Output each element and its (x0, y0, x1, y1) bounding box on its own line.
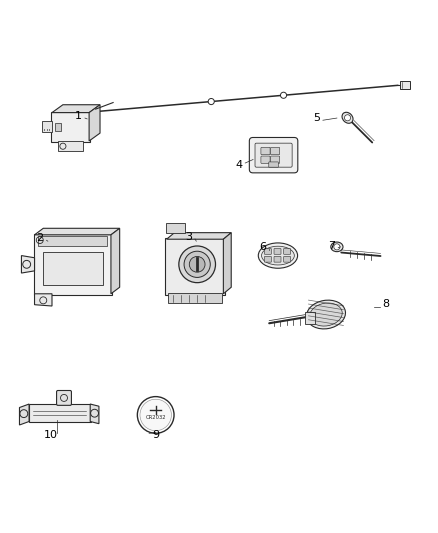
FancyBboxPatch shape (166, 223, 184, 233)
Text: 2: 2 (36, 233, 43, 243)
Circle shape (189, 256, 205, 272)
FancyBboxPatch shape (284, 248, 290, 254)
Polygon shape (35, 294, 52, 306)
Polygon shape (111, 228, 120, 294)
Text: 1: 1 (75, 111, 82, 121)
Circle shape (344, 115, 350, 121)
Polygon shape (89, 105, 100, 141)
Ellipse shape (342, 112, 353, 123)
FancyBboxPatch shape (255, 143, 292, 167)
FancyBboxPatch shape (168, 293, 222, 303)
FancyBboxPatch shape (271, 147, 280, 155)
FancyBboxPatch shape (265, 256, 272, 262)
FancyBboxPatch shape (58, 141, 83, 151)
Ellipse shape (261, 246, 294, 265)
Text: 9: 9 (152, 431, 159, 440)
FancyBboxPatch shape (261, 147, 270, 155)
FancyBboxPatch shape (28, 403, 91, 422)
Polygon shape (52, 105, 100, 112)
Text: CR2032: CR2032 (145, 415, 166, 419)
Text: 10: 10 (44, 430, 58, 440)
FancyBboxPatch shape (305, 312, 314, 324)
Circle shape (184, 251, 210, 277)
Polygon shape (166, 233, 231, 239)
Text: 8: 8 (383, 300, 390, 310)
Circle shape (280, 92, 286, 98)
FancyBboxPatch shape (261, 156, 270, 164)
FancyBboxPatch shape (57, 391, 71, 405)
Circle shape (138, 397, 174, 433)
FancyBboxPatch shape (42, 121, 53, 133)
FancyBboxPatch shape (51, 112, 90, 142)
Polygon shape (223, 233, 231, 294)
FancyBboxPatch shape (249, 138, 298, 173)
Polygon shape (21, 256, 35, 273)
Ellipse shape (307, 300, 346, 329)
Circle shape (208, 99, 214, 104)
Polygon shape (35, 228, 120, 235)
Circle shape (140, 399, 171, 431)
Text: 7: 7 (328, 240, 335, 251)
Text: 6: 6 (259, 242, 266, 252)
Polygon shape (19, 404, 29, 425)
FancyBboxPatch shape (274, 248, 281, 254)
FancyBboxPatch shape (34, 234, 112, 295)
Text: 5: 5 (313, 113, 320, 123)
FancyBboxPatch shape (265, 248, 272, 254)
FancyBboxPatch shape (284, 256, 290, 262)
Circle shape (334, 244, 340, 250)
Ellipse shape (258, 243, 297, 268)
FancyBboxPatch shape (55, 123, 61, 131)
Ellipse shape (331, 242, 343, 252)
Text: 3: 3 (185, 232, 192, 242)
FancyBboxPatch shape (269, 162, 279, 167)
Text: 4: 4 (235, 160, 242, 170)
FancyBboxPatch shape (274, 256, 281, 262)
Circle shape (179, 246, 215, 282)
FancyBboxPatch shape (39, 236, 107, 246)
FancyBboxPatch shape (165, 238, 225, 295)
FancyBboxPatch shape (43, 252, 102, 286)
Polygon shape (90, 404, 99, 424)
Ellipse shape (310, 303, 342, 326)
FancyBboxPatch shape (400, 82, 410, 89)
FancyBboxPatch shape (271, 156, 280, 164)
